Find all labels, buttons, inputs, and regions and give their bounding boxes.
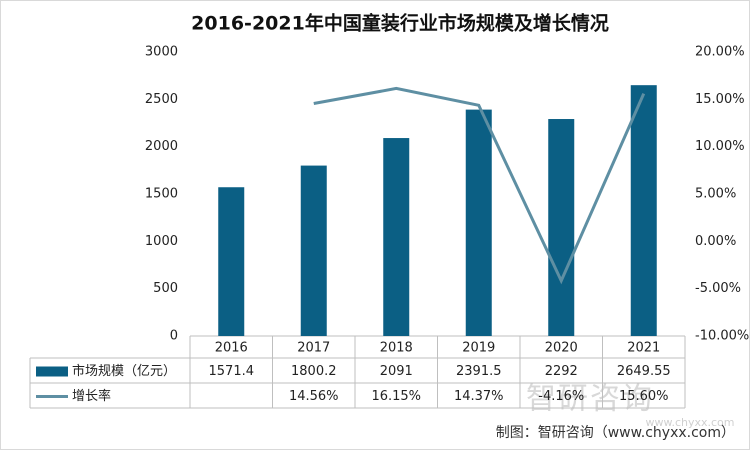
table-value: 2292 [545, 364, 578, 379]
table-value: 2091 [380, 364, 413, 379]
bar [465, 109, 492, 336]
table-value: 2649.55 [617, 364, 671, 379]
table-value: 14.56% [289, 389, 339, 404]
y2-tick-label: -10.00% [695, 329, 749, 344]
table-value: 1571.4 [209, 364, 255, 379]
x-tick-label: 2019 [462, 341, 495, 356]
line [313, 86, 646, 285]
y-tick-label: 3000 [145, 45, 178, 60]
watermark: 智研咨询 [526, 382, 654, 417]
y2-tick-label: 0.00% [695, 234, 736, 249]
y-tick-label: 1000 [145, 234, 178, 249]
y2-tick-label: 15.00% [695, 92, 745, 107]
table-value: 14.37% [454, 389, 504, 404]
table-value: 1800.2 [291, 364, 337, 379]
y-tick-label: 2000 [145, 139, 178, 154]
x-tick-label: 2020 [545, 341, 578, 356]
legend-label: 增长率 [72, 388, 111, 404]
table-value: 2391.5 [456, 364, 502, 379]
legend-swatch [36, 366, 68, 377]
y-tick-label: 2500 [145, 92, 178, 107]
bar [630, 85, 657, 336]
bar [218, 187, 245, 336]
x-tick-label: 2018 [380, 341, 413, 356]
chart-title: 2016-2021年中国童装行业市场规模及增长情况 [191, 12, 609, 35]
bar [300, 165, 327, 336]
y-tick-label: 500 [153, 281, 178, 296]
y2-tick-label: 5.00% [695, 187, 736, 202]
y2-tick-label: 20.00% [695, 45, 745, 60]
table-value: 15.60% [619, 389, 669, 404]
table-value: 16.15% [371, 389, 421, 404]
legend-label: 市场规模（亿元） [72, 363, 176, 379]
bar [548, 119, 575, 336]
bar [383, 138, 410, 336]
x-tick-label: 2021 [627, 341, 660, 356]
x-tick-label: 2016 [215, 341, 248, 356]
watermark-url: www.chyxx.com [645, 416, 734, 429]
y2-tick-label: -5.00% [695, 281, 741, 296]
y-tick-label: 1500 [145, 187, 178, 202]
table-value: -4.16% [538, 389, 584, 404]
x-tick-label: 2017 [297, 341, 330, 356]
source: 制图：智研咨询（www.chyxx.com） [496, 425, 735, 441]
y-tick-label: 0 [170, 329, 178, 344]
y2-tick-label: 10.00% [695, 139, 745, 154]
